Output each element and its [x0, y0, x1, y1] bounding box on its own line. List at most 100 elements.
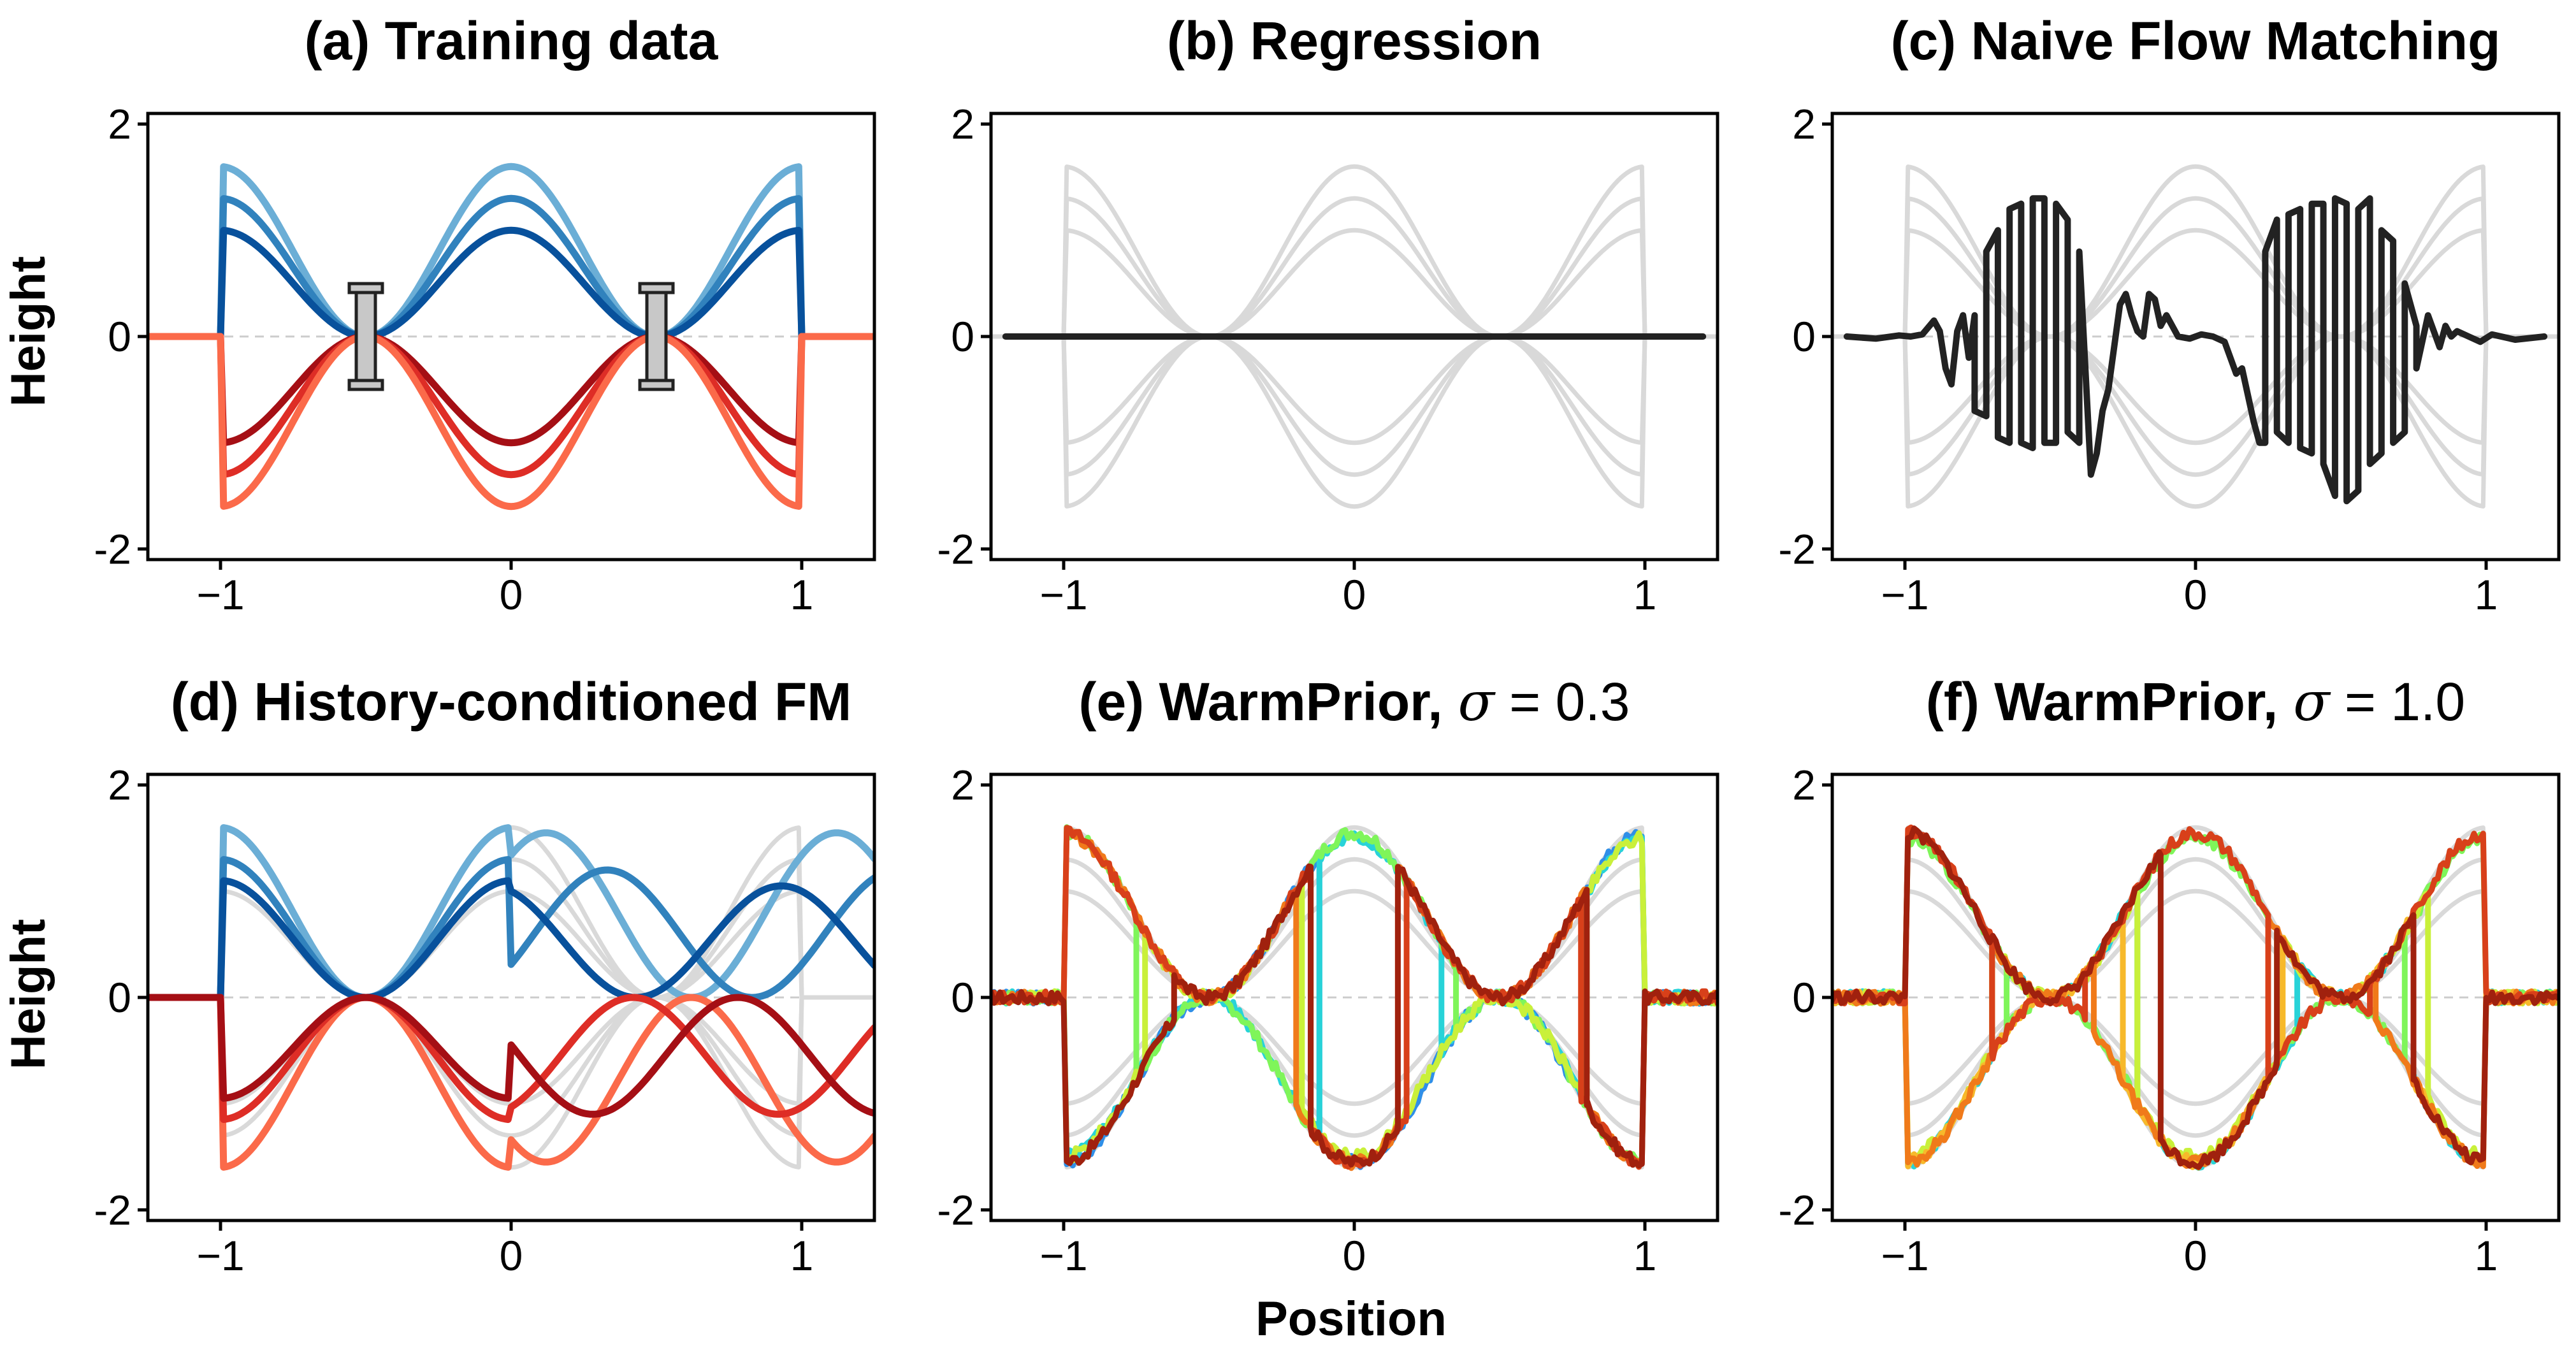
- series-line-4: [1832, 995, 2559, 1106]
- x-tick-label: 0: [2184, 571, 2208, 618]
- series-line-1: [991, 164, 1718, 339]
- y-tick-label: -2: [94, 1186, 131, 1233]
- series-line-13: [1832, 825, 2559, 1170]
- series-line-7: [1832, 887, 2559, 1171]
- y-tick-label: -2: [937, 1186, 974, 1233]
- x-tick-label: 1: [1633, 1232, 1657, 1279]
- x-tick-label: −1: [1039, 1232, 1087, 1279]
- y-axis-label-top: Height: [1, 256, 55, 407]
- pillar-marker-2: [638, 282, 675, 391]
- x-tick-label: 1: [790, 571, 814, 618]
- x-tick-label: −1: [1881, 1232, 1928, 1279]
- series-line-6: [148, 333, 874, 511]
- panel-b: 2 0 -2 −1 0 1 (b) Regression: [937, 11, 1719, 618]
- panel-c: 2 0 -2 −1 0 1 (c) Naive Flow Matching: [1778, 11, 2561, 618]
- series-line-3: [148, 226, 874, 340]
- y-tick-label: 0: [108, 974, 131, 1021]
- series-line-4: [991, 995, 1718, 1106]
- plot-area: [1832, 824, 2559, 1171]
- panel-title: (c) Naive Flow Matching: [1891, 11, 2501, 71]
- series-line-11: [1832, 912, 2559, 1170]
- series-line-6: [991, 334, 1718, 509]
- series-line-2: [1832, 857, 2559, 1000]
- series-line-2: [991, 196, 1718, 339]
- series-line-3: [991, 228, 1718, 339]
- x-tick-label: 0: [500, 571, 523, 618]
- panel-title: (e) WarmPrior, σ = 0.3: [1079, 670, 1630, 733]
- series-line-2: [148, 194, 874, 340]
- series-line-9: [1832, 890, 2559, 1164]
- series-line-4: [148, 333, 874, 447]
- panel-title: (b) Regression: [1167, 11, 1542, 71]
- series-line-7: [148, 824, 874, 1001]
- x-tick-label: 0: [500, 1232, 523, 1279]
- series-line-4: [991, 334, 1718, 445]
- y-tick-label: 0: [951, 313, 974, 360]
- x-tick-label: 0: [1343, 571, 1366, 618]
- x-tick-label: 0: [1343, 1232, 1366, 1279]
- y-axis-label-bottom: Height: [1, 919, 55, 1069]
- panel-e: 2 0 -2 −1 0 1 (e) WarmPrior, σ = 0.3: [937, 670, 1719, 1279]
- series-line-9: [148, 877, 874, 1001]
- series-line-6: [1832, 334, 2559, 509]
- y-tick-label: 2: [951, 101, 974, 148]
- series-line-5: [991, 334, 1718, 477]
- panel-title: (a) Training data: [305, 11, 719, 71]
- x-tick-label: −1: [196, 1232, 244, 1279]
- x-tick-label: 0: [2184, 1232, 2208, 1279]
- series-line-1: [148, 163, 874, 340]
- y-tick-label: 0: [1792, 974, 1816, 1021]
- y-tick-label: 2: [951, 762, 974, 809]
- series-line-13: [991, 863, 1718, 1169]
- plot-area: [148, 824, 874, 1171]
- series-line-3: [1832, 228, 2559, 339]
- series-line-1: [1832, 164, 2559, 339]
- y-tick-label: -2: [937, 525, 974, 572]
- y-tick-label: -2: [94, 525, 131, 572]
- y-tick-label: -2: [1778, 1186, 1816, 1233]
- series-line-2: [1832, 196, 2559, 339]
- plot-area: [1832, 164, 2559, 509]
- series-line-5: [1832, 995, 2559, 1138]
- series-line-5: [1832, 334, 2559, 477]
- plot-area: [991, 164, 1718, 509]
- x-tick-label: 1: [2475, 1232, 2498, 1279]
- series-line-5: [148, 333, 874, 479]
- series-line-12: [1832, 824, 2559, 1083]
- y-tick-label: 0: [1792, 313, 1816, 360]
- y-tick-label: 2: [1792, 762, 1816, 809]
- plot-area: [148, 163, 874, 511]
- y-tick-label: 2: [108, 762, 131, 809]
- series-line-3: [991, 888, 1718, 1000]
- series-line-11: [148, 994, 874, 1123]
- panel-a: 2 0 -2 −1 0 1 (a) Training data: [94, 11, 876, 618]
- series-line-5: [991, 995, 1718, 1138]
- panel-title: (d) History-conditioned FM: [171, 672, 852, 732]
- pillar-marker-1: [347, 282, 384, 391]
- series-line-5: [148, 995, 874, 1138]
- series-line-8: [1832, 831, 2559, 1105]
- x-axis-label: Position: [1255, 1292, 1447, 1346]
- y-tick-label: 2: [108, 101, 131, 148]
- y-tick-label: 0: [108, 313, 131, 360]
- x-tick-label: 1: [2475, 571, 2498, 618]
- panels: 2 0 -2 −1 0 1 (a) Training data 2 0 -2 −1 0 1 (b) Reg…: [94, 11, 2561, 1279]
- panel-f: 2 0 -2 −1 0 1 (f) WarmPrior, σ = 1.0: [1778, 670, 2561, 1279]
- y-tick-label: 2: [1792, 101, 1816, 148]
- x-tick-label: −1: [1881, 571, 1928, 618]
- y-tick-label: 0: [951, 974, 974, 1021]
- series-line-10: [148, 994, 874, 1171]
- x-tick-label: −1: [196, 571, 244, 618]
- panel-title: (f) WarmPrior, σ = 1.0: [1926, 670, 2465, 733]
- series-line-12: [148, 994, 874, 1118]
- series-line-3: [1832, 888, 2559, 1000]
- plot-area: [991, 824, 1718, 1171]
- series-line-7: [1843, 195, 2548, 505]
- series-line-2: [991, 857, 1718, 1000]
- x-tick-label: 1: [1633, 571, 1657, 618]
- x-tick-label: 1: [790, 1232, 814, 1279]
- x-tick-label: −1: [1039, 571, 1087, 618]
- y-tick-label: -2: [1778, 525, 1816, 572]
- panel-d: 2 0 -2 −1 0 1 (d) History-conditioned FM: [94, 672, 876, 1279]
